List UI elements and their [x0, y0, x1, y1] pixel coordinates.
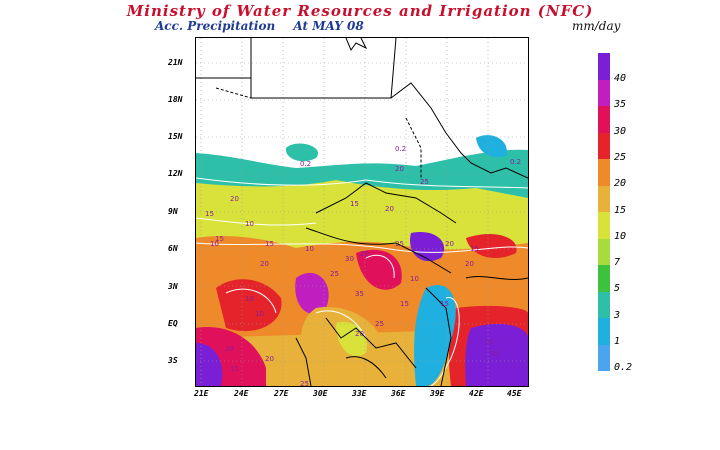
colorbar-label: 7: [614, 257, 621, 269]
contour-value-label: 35: [490, 350, 499, 358]
colorbar-segment: [598, 79, 610, 106]
contour-value-label: 25: [420, 178, 429, 186]
subtitle-label: Acc. Precipitation: [155, 19, 276, 33]
contour-value-label: 10: [245, 295, 254, 303]
contour-value-label: 20: [265, 355, 274, 363]
contour-value-label: 20: [360, 250, 369, 258]
lon-label: 27E: [274, 389, 289, 398]
contour-value-label: 20: [465, 260, 474, 268]
contour-value-label: 20: [225, 345, 234, 353]
lon-label: 21E: [194, 389, 209, 398]
lat-label: 9N: [168, 207, 178, 216]
units-label: mm/day: [572, 19, 621, 33]
lon-label: 42E: [469, 389, 484, 398]
colorbar-segment: [598, 159, 610, 186]
colorbar-segment: [598, 265, 610, 292]
contour-value-label: 25: [330, 270, 339, 278]
contour-value-label: 15: [215, 235, 224, 243]
contour-value-label: 15: [470, 245, 479, 253]
colorbar-segment: [598, 291, 610, 318]
contour-value-label: 0.2: [300, 160, 312, 168]
colorbar-segment: [598, 53, 610, 80]
rain-field-yellow: [196, 180, 528, 258]
contour-lines: [196, 177, 528, 386]
colorbar-label: 30: [614, 125, 627, 137]
colorbar-segment: [598, 106, 610, 133]
contour-value-label: 25: [300, 380, 309, 388]
contour-value-label: 15: [205, 210, 214, 218]
colorbar-segment: [598, 132, 610, 159]
lat-label: 21N: [168, 58, 183, 67]
lat-label: 3S: [168, 356, 178, 365]
lon-label: 33E: [352, 389, 367, 398]
rain-cell-13: [476, 135, 507, 158]
lon-label: 36E: [391, 389, 406, 398]
lon-label: 39E: [430, 389, 445, 398]
map-canvas: [196, 38, 528, 386]
colorbar-label: 20: [614, 178, 627, 190]
rain-cell-12: [285, 143, 319, 162]
country-borders: [196, 38, 528, 386]
contour-value-label: 15: [400, 300, 409, 308]
lat-label: 18N: [168, 95, 183, 104]
rain-cell-2: [295, 272, 329, 314]
colorbar-label: 15: [614, 204, 627, 216]
rain-cell-1: [216, 279, 282, 332]
colorbar-label: 5: [614, 283, 621, 295]
colorbar-label: 40: [614, 73, 627, 84]
contour-value-label: 10: [255, 310, 264, 318]
contour-value-label: 20: [395, 165, 404, 173]
lon-label: 30E: [313, 389, 328, 398]
contour-value-label: 20: [385, 205, 394, 213]
contour-value-label: 0.2: [510, 158, 522, 166]
lat-label: 12N: [168, 169, 183, 178]
rain-cell-7: [196, 343, 223, 386]
lon-label: 45E: [507, 389, 522, 398]
colorbar-label: 35: [614, 99, 627, 111]
colorbar-segment: [598, 212, 610, 239]
contour-value-label: 30: [485, 338, 494, 346]
contour-value-label: 35: [355, 290, 364, 298]
contour-value-label: 25: [395, 240, 404, 248]
rain-cell-9: [465, 323, 528, 386]
contour-value-label: 15: [440, 300, 449, 308]
contour-value-label: 10: [245, 220, 254, 228]
colorbar: [598, 53, 610, 371]
colorbar-label: 25: [614, 151, 627, 163]
contour-value-label: 10: [210, 240, 219, 248]
contour-value-label: 15: [350, 200, 359, 208]
colorbar-label: 1: [614, 336, 621, 347]
map-subtitle: Acc. Precipitation At MAY 08: [155, 19, 364, 33]
contour-value-label: 30: [345, 255, 354, 263]
rain-cell-3: [356, 249, 402, 290]
contour-value-label: 15: [265, 240, 274, 248]
contour-value-label: 10: [410, 275, 419, 283]
lat-label: 15N: [168, 132, 183, 141]
contour-value-label: 20: [445, 240, 454, 248]
colorbar-segment: [598, 318, 610, 345]
lon-label: 24E: [234, 389, 249, 398]
colorbar-label: 0.2: [614, 362, 633, 374]
contour-value-label: 20: [355, 330, 364, 338]
colorbar-segment: [598, 238, 610, 265]
colorbar-label: 10: [614, 230, 627, 242]
contour-value-label: 20: [260, 260, 269, 268]
lat-label: 6N: [168, 244, 178, 253]
contour-value-label: 20: [230, 195, 239, 203]
rain-cell-5: [466, 233, 517, 258]
contour-value-label: 10: [305, 245, 314, 253]
grid-lines: [196, 38, 528, 386]
colorbar-label: 3: [614, 309, 621, 321]
subtitle-date: At MAY 08: [293, 19, 364, 33]
lat-label: 3N: [168, 282, 178, 291]
lat-label: EQ: [168, 319, 178, 328]
precipitation-map: [195, 37, 529, 387]
contour-value-label: 25: [375, 320, 384, 328]
contour-value-label: 15: [230, 365, 239, 373]
colorbar-segment: [598, 344, 610, 371]
page-title: Ministry of Water Resources and Irrigati…: [126, 2, 594, 20]
contour-value-label: 0.2: [395, 145, 407, 153]
colorbar-segment: [598, 185, 610, 212]
